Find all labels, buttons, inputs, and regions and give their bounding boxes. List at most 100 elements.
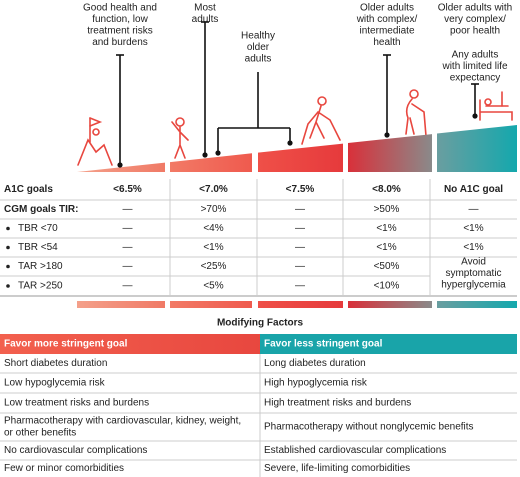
factor-cell: Long diabetes duration <box>264 358 366 369</box>
pointer-dot <box>215 150 221 156</box>
factor-cell: or other benefits <box>4 428 76 439</box>
header-bg <box>260 334 517 354</box>
row-label: CGM goals TIR: <box>4 204 78 215</box>
stage-label: and burdens <box>92 37 148 48</box>
stage-label: function, low <box>92 14 148 25</box>
goal-cell: <6.5% <box>113 184 142 195</box>
bullet <box>6 226 10 231</box>
goal-cell: <1% <box>376 242 396 253</box>
stage-label: Most <box>194 3 216 14</box>
bullet <box>6 264 10 269</box>
color-bar <box>258 301 343 308</box>
header-bg <box>0 334 260 354</box>
goal-cell: <10% <box>374 281 400 292</box>
stage-label: adults <box>192 14 219 25</box>
stage-label: Healthy <box>241 31 275 42</box>
stage-label: health <box>373 37 400 48</box>
pointer-dot <box>287 140 293 146</box>
merged-cell: hyperglycemia <box>441 280 506 291</box>
stage-label: very complex/ <box>444 14 506 25</box>
ramp-segment <box>258 143 343 172</box>
goal-cell: — <box>123 204 133 215</box>
icons <box>77 89 513 166</box>
goal-cell: — <box>295 281 305 292</box>
pointer-dot <box>384 132 390 138</box>
stage-label: Any adults <box>452 50 499 61</box>
bullet <box>6 284 10 288</box>
pointer-dot <box>202 152 208 158</box>
goal-cell: <7.0% <box>199 184 228 195</box>
icon-walker <box>301 96 341 145</box>
factor-cell: Low hypoglycemia risk <box>4 378 106 389</box>
goal-cell: <1% <box>376 223 396 234</box>
stage-label: Older adults <box>360 3 414 14</box>
goal-cell: <5% <box>203 281 223 292</box>
goals-table: A1C goals <6.5% <7.0% <7.5% <8.0% No A1C goal… <box>0 179 517 308</box>
goal-cell: <25% <box>201 261 227 272</box>
pointer-dot <box>117 162 123 168</box>
stage-label: Good health and <box>83 3 157 14</box>
factor-cell: Pharmacotherapy without nonglycemic bene… <box>264 422 474 433</box>
goal-cell: — <box>295 261 305 272</box>
icon-cane <box>405 89 427 137</box>
factor-cell: Low treatment risks and burdens <box>4 398 149 409</box>
factor-cell: Few or minor comorbidities <box>4 463 124 474</box>
icon-summit <box>77 117 113 166</box>
row-label: A1C goals <box>4 184 53 195</box>
goal-cell: — <box>123 261 133 272</box>
ramp-segment <box>437 125 517 172</box>
goal-cell: — <box>469 204 479 215</box>
merged-cell: symptomatic <box>445 268 501 279</box>
factor-cell: Pharmacotherapy with cardiovascular, kid… <box>4 416 241 427</box>
factor-cell: High hypoglycemia risk <box>264 378 368 389</box>
ramp-segment <box>170 153 252 172</box>
factor-cell: Short diabetes duration <box>4 358 107 369</box>
row-label: TAR >180 <box>18 261 63 272</box>
ramp-segment <box>348 134 432 172</box>
color-bar <box>170 301 252 308</box>
goal-cell: <50% <box>374 261 400 272</box>
column-header: Favor less stringent goal <box>264 339 383 350</box>
goal-cell: <1% <box>203 242 223 253</box>
factor-cell: Established cardiovascular complications <box>264 445 446 456</box>
modifying-factors: Modifying Factors Favor more stringent go… <box>0 318 517 477</box>
column-header: Favor more stringent goal <box>4 339 128 350</box>
goal-cell: — <box>123 242 133 253</box>
stage-label: intermediate <box>359 26 414 37</box>
factor-cell: No cardiovascular complications <box>4 445 147 456</box>
factor-cell: Severe, life-limiting comorbidities <box>264 463 410 474</box>
row-label: TBR <54 <box>18 242 58 253</box>
color-bar <box>77 301 165 308</box>
merged-cell: Avoid <box>461 257 486 268</box>
stage-label: treatment risks <box>87 26 153 37</box>
goal-cell: <1% <box>463 223 483 234</box>
icon-bed <box>479 91 513 121</box>
goal-cell: — <box>295 223 305 234</box>
row-label: TAR >250 <box>18 281 63 292</box>
goal-cell: <7.5% <box>286 184 315 195</box>
pointer-dot <box>472 113 478 119</box>
goal-cell: — <box>123 223 133 234</box>
goal-cell: <8.0% <box>372 184 401 195</box>
goal-cell: <4% <box>203 223 223 234</box>
bullet <box>6 245 10 250</box>
goal-cell: — <box>295 242 305 253</box>
row-label: TBR <70 <box>18 223 58 234</box>
icon-adult <box>171 117 189 159</box>
goal-cell: <1% <box>463 242 483 253</box>
stage-label: adults <box>245 54 272 65</box>
factor-cell: High treatment risks and burdens <box>264 398 411 409</box>
stage-label: older <box>247 42 270 53</box>
goal-cell: — <box>295 204 305 215</box>
section-title: Modifying Factors <box>217 318 304 329</box>
goal-cell: — <box>123 281 133 292</box>
goal-cell: >50% <box>374 204 400 215</box>
color-bar <box>348 301 432 308</box>
goal-cell: No A1C goal <box>444 184 503 195</box>
stage-label: poor health <box>450 26 500 37</box>
goal-cell: >70% <box>201 204 227 215</box>
color-bar <box>437 301 517 308</box>
